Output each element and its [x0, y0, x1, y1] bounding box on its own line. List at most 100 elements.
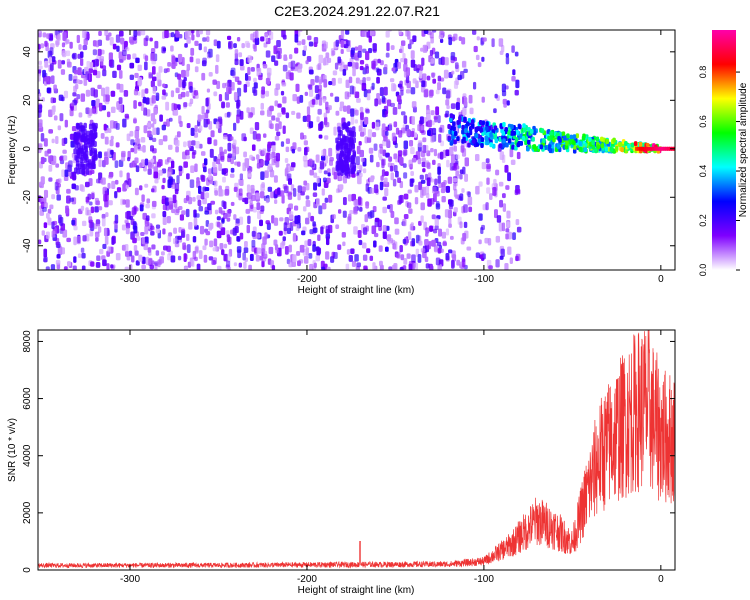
heatmap-cell [167, 253, 171, 261]
heatmap-cell [138, 254, 143, 262]
heatmap-cell [40, 43, 45, 49]
y-tick-label: -40 [22, 238, 33, 253]
heatmap-cell [301, 186, 306, 193]
heatmap-cell [230, 136, 234, 141]
heatmap-cell [295, 224, 300, 232]
heatmap-cell [439, 38, 444, 44]
heatmap-cell [407, 43, 412, 50]
heatmap-cell [134, 187, 139, 196]
heatmap-cell [276, 40, 281, 48]
heatmap-cell [359, 65, 364, 71]
heatmap-cell [260, 102, 264, 110]
heatmap-cell [250, 184, 255, 194]
heatmap-cell [355, 77, 360, 84]
heatmap-cell [118, 70, 123, 79]
heatmap-cell [273, 175, 278, 183]
heatmap-cell [274, 135, 280, 141]
heatmap-cell [234, 58, 239, 66]
heatmap-cell [414, 184, 419, 193]
heatmap-cell [289, 72, 294, 81]
heatmap-cell [448, 249, 453, 254]
heatmap-cell [502, 203, 507, 212]
heatmap-cell [403, 257, 408, 265]
heatmap-cell [521, 135, 526, 141]
heatmap-cell [69, 197, 75, 202]
heatmap-cell [505, 52, 510, 58]
heatmap-cell [290, 162, 296, 168]
heatmap-cell [271, 115, 276, 121]
heatmap-cell [105, 94, 110, 102]
heatmap-cell [408, 140, 414, 147]
heatmap-cell [352, 137, 356, 144]
heatmap-cell [478, 120, 483, 126]
heatmap-cell [373, 240, 377, 248]
heatmap-cell [449, 146, 454, 156]
heatmap-cell [243, 83, 248, 93]
heatmap-cell [125, 47, 130, 52]
heatmap-cell [303, 140, 308, 146]
heatmap-cell [397, 177, 402, 183]
heatmap-cell [191, 260, 195, 268]
heatmap-cell [496, 215, 502, 223]
heatmap-cell [434, 178, 438, 186]
heatmap-cell [332, 214, 336, 220]
heatmap-cell [216, 230, 222, 239]
heatmap-cell [99, 248, 104, 255]
heatmap-cell [133, 117, 137, 123]
heatmap-cell [507, 138, 512, 144]
heatmap-cell [126, 172, 130, 181]
heatmap-cell [314, 75, 320, 83]
heatmap-cell [403, 115, 408, 125]
heatmap-cell [204, 112, 209, 119]
heatmap-cell [270, 141, 276, 146]
heatmap-cell [152, 86, 156, 94]
heatmap-cell [86, 209, 92, 216]
heatmap-cell [215, 64, 219, 74]
heatmap-cell [135, 126, 140, 131]
heatmap-cell [199, 225, 205, 235]
heatmap-cell [165, 101, 170, 111]
heatmap-cell [218, 163, 222, 172]
y-tick-label: -20 [22, 190, 33, 205]
heatmap-cell [280, 141, 285, 147]
heatmap-cell [256, 67, 262, 77]
heatmap-cell [230, 67, 236, 76]
heatmap-cell [472, 30, 477, 35]
heatmap-cell [371, 121, 376, 129]
heatmap-cell [328, 194, 333, 203]
heatmap-cell [151, 66, 156, 75]
heatmap-cell [417, 140, 423, 148]
heatmap-cell [499, 123, 503, 129]
heatmap-cell [234, 49, 239, 56]
heatmap-cell [542, 137, 546, 143]
heatmap-cell [368, 147, 374, 154]
heatmap-cell [393, 153, 398, 160]
heatmap-cell [178, 205, 183, 211]
heatmap-cell [452, 121, 456, 127]
heatmap-cell [429, 49, 434, 56]
heatmap-cell [578, 141, 583, 147]
heatmap-cell [38, 44, 41, 50]
heatmap-cell [358, 45, 363, 52]
heatmap-cell [292, 233, 297, 242]
heatmap-cell [325, 251, 330, 260]
heatmap-cell [226, 234, 230, 243]
heatmap-cell [168, 176, 173, 185]
heatmap-cell [340, 170, 344, 177]
heatmap-cell [403, 193, 409, 200]
heatmap-cell [267, 186, 273, 192]
heatmap-cell [162, 211, 167, 218]
heatmap-cell [124, 251, 130, 257]
heatmap-cell [505, 142, 509, 148]
heatmap-cell [369, 177, 374, 183]
heatmap-cell [283, 56, 288, 62]
heatmap-cell [38, 89, 41, 94]
heatmap-cell [313, 262, 317, 268]
heatmap-cell [154, 179, 159, 184]
heatmap-cell [437, 166, 441, 175]
heatmap-cell [409, 178, 414, 187]
heatmap-cell [85, 168, 90, 175]
heatmap-frame [37, 29, 676, 271]
heatmap-cell [205, 231, 211, 236]
